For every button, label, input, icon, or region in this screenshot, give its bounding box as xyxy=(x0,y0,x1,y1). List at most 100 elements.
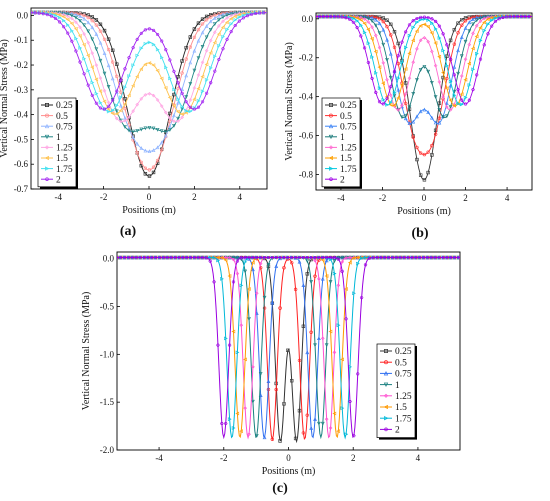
series-point-1 xyxy=(78,18,82,23)
series-point-0.25 xyxy=(290,378,294,383)
series-point-1.5 xyxy=(467,61,471,66)
series-point-1 xyxy=(266,263,271,267)
series-point-0.5 xyxy=(301,431,306,435)
series-point-2 xyxy=(212,280,216,284)
series-point-1 xyxy=(426,69,431,74)
series-point-1.25 xyxy=(332,350,337,355)
series-point-0.75 xyxy=(262,435,267,440)
series-point-1.5 xyxy=(344,287,348,291)
series-point-2 xyxy=(86,83,90,87)
series-point-1 xyxy=(61,11,66,16)
legend-label: 1.5 xyxy=(395,403,407,413)
series-point-0.75 xyxy=(151,148,156,152)
series-point-2 xyxy=(177,256,181,260)
series-point-0.5 xyxy=(143,166,148,170)
series-point-1.25 xyxy=(403,92,408,96)
series-point-1.75 xyxy=(98,100,103,105)
series-point-1.25 xyxy=(433,63,438,68)
series-point-1.5 xyxy=(381,81,385,86)
series-point-0.5 xyxy=(139,160,143,164)
series-point-0.5 xyxy=(437,116,442,120)
legend-marker xyxy=(44,177,50,181)
series-point-1.5 xyxy=(320,258,325,262)
series-point-0.5 xyxy=(200,22,205,26)
series-point-2 xyxy=(325,14,329,19)
series-point-1.75 xyxy=(74,36,79,41)
series-point-1.5 xyxy=(411,38,415,43)
series-point-2 xyxy=(110,98,115,102)
series-point-1.5 xyxy=(82,42,86,47)
series-point-2 xyxy=(332,15,337,19)
series-point-2 xyxy=(448,57,453,61)
series-point-2 xyxy=(445,43,449,47)
series-point-2 xyxy=(433,19,438,23)
legend-label: 1.75 xyxy=(395,414,412,424)
series-point-2 xyxy=(508,15,513,19)
series-point-0.25 xyxy=(452,27,457,32)
series-point-1.25 xyxy=(377,45,382,50)
x-tick-label: -4 xyxy=(54,192,62,202)
series-point-0.75 xyxy=(208,19,213,24)
series-point-0.75 xyxy=(155,145,160,150)
series-point-1 xyxy=(217,18,221,22)
series-point-1.5 xyxy=(118,108,123,113)
series-point-1.75 xyxy=(139,46,144,51)
series-point-2 xyxy=(293,256,298,260)
series-point-0.5 xyxy=(278,306,282,310)
series-point-1.75 xyxy=(86,68,91,73)
series-point-1.75 xyxy=(448,79,453,84)
series-point-0.75 xyxy=(422,107,427,112)
series-point-0.25 xyxy=(426,170,430,175)
series-point-2 xyxy=(347,17,352,21)
series-point-2 xyxy=(127,56,131,60)
series-point-2 xyxy=(98,106,103,110)
series-point-1 xyxy=(388,75,393,80)
series-point-0.25 xyxy=(415,157,419,162)
series-point-0.5 xyxy=(274,387,278,392)
series-point-1.25 xyxy=(123,118,127,123)
series-point-1.25 xyxy=(147,91,152,96)
series-point-0.25 xyxy=(278,439,282,443)
series-point-1.25 xyxy=(127,115,131,119)
series-point-2 xyxy=(348,400,352,404)
series-point-0.25 xyxy=(385,18,389,22)
legend-label: 1 xyxy=(56,133,61,143)
series-point-1 xyxy=(131,129,136,134)
series-point-1.25 xyxy=(388,93,393,98)
series-point-1 xyxy=(418,68,423,72)
series-point-1.75 xyxy=(196,99,201,103)
series-point-1.75 xyxy=(445,63,449,68)
series-point-1.5 xyxy=(216,32,221,37)
series-point-1.25 xyxy=(411,60,416,65)
series-point-0.75 xyxy=(418,109,423,114)
series-point-1.5 xyxy=(377,65,382,70)
x-tick-label: 2 xyxy=(351,453,356,463)
series-point-2 xyxy=(231,280,236,284)
series-point-1.75 xyxy=(404,45,408,50)
series-point-2 xyxy=(278,256,282,260)
series-point-1.5 xyxy=(347,260,352,265)
series-point-2 xyxy=(351,20,356,24)
series-point-1.75 xyxy=(213,54,217,59)
series-point-2 xyxy=(398,256,403,260)
series-point-0.25 xyxy=(90,15,94,19)
series-point-1.25 xyxy=(243,406,247,410)
series-point-1.75 xyxy=(45,11,50,16)
chart-panel-3: -4 -2 0 2 4 0.0 -0.5 -1.0 -1.5 -2.0 Positions (m) V… xyxy=(81,251,461,496)
series-point-2 xyxy=(249,12,254,16)
series-point-1.75 xyxy=(115,103,119,108)
series-point-1.5 xyxy=(366,27,371,32)
series-point-0.5 xyxy=(305,413,309,417)
series-point-1 xyxy=(235,255,240,260)
y-tick-label: -0.5 xyxy=(14,134,29,144)
series-point-1.5 xyxy=(229,16,233,21)
series-point-1.75 xyxy=(460,102,464,107)
series-point-0.75 xyxy=(426,110,431,115)
series-point-1.75 xyxy=(70,29,74,33)
series-point-0.5 xyxy=(176,86,180,91)
series-point-1.5 xyxy=(452,103,457,108)
series-point-2 xyxy=(504,15,509,19)
legend-label: 1.25 xyxy=(340,144,357,154)
series-point-1.25 xyxy=(135,102,140,107)
series-point-1.75 xyxy=(493,16,498,21)
